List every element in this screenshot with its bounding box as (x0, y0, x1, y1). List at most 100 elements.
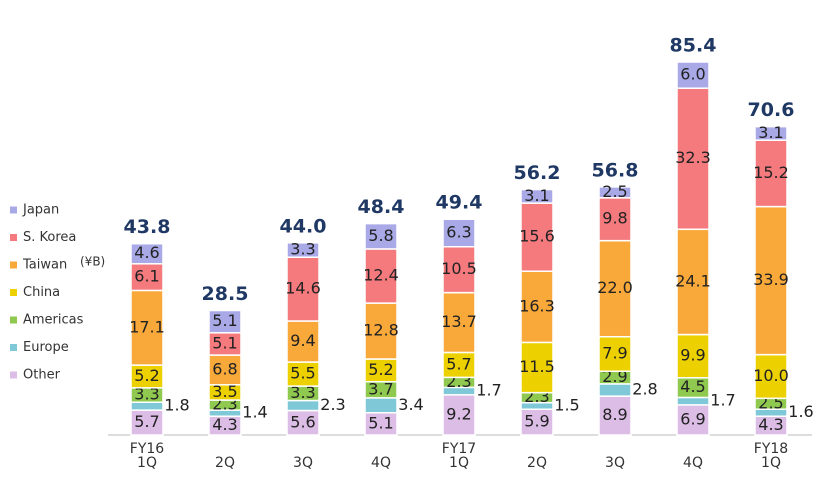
data-label: 13.7 (441, 312, 477, 331)
bar-segment (286, 256, 320, 322)
bar-segment (442, 394, 476, 436)
bar-segment (676, 404, 710, 436)
bar-segment (364, 222, 398, 250)
data-label: 15.2 (753, 163, 789, 182)
bar-segment (598, 395, 632, 436)
data-label: 15.6 (519, 227, 555, 246)
data-label: 5.5 (290, 364, 315, 383)
bar-segment (676, 333, 710, 379)
data-label: 5.2 (134, 366, 159, 385)
data-label: 2.8 (632, 380, 657, 399)
data-label: 5.7 (446, 354, 471, 373)
data-label: 1.4 (242, 403, 267, 422)
data-label: 3.1 (524, 186, 549, 205)
bar-segment (598, 239, 632, 338)
bar-segment (286, 242, 320, 258)
data-label: 4.3 (212, 415, 237, 434)
bar-segment (286, 399, 320, 412)
data-label: 24.1 (675, 271, 711, 290)
bar-segment (598, 197, 632, 242)
data-label: 3.4 (398, 395, 423, 414)
bar-segment (520, 202, 554, 272)
bar-segment (754, 205, 788, 356)
data-label: 14.6 (285, 279, 321, 298)
x-tick-label: FY16 1Q (129, 441, 165, 471)
bar-segment (442, 351, 476, 379)
data-label: 7.9 (602, 343, 627, 362)
data-label: 9.8 (602, 209, 627, 228)
bar-segment (676, 228, 710, 336)
x-tick-label: FY18 1Q (753, 441, 789, 471)
bar-segment (130, 242, 164, 265)
data-label: 5.9 (524, 412, 549, 431)
total-label: 70.6 (748, 99, 795, 121)
data-label: 9.4 (290, 331, 315, 350)
data-label: 4.3 (758, 415, 783, 434)
data-label: 1.6 (788, 402, 813, 421)
bar-segment (286, 320, 320, 363)
data-label: 5.8 (368, 226, 393, 245)
legend-swatch (10, 344, 17, 351)
legend-label: Taiwan (22, 258, 67, 273)
data-label: 4.5 (680, 377, 705, 396)
data-label: 5.1 (212, 311, 237, 330)
data-label: 9.9 (680, 346, 705, 365)
legend-swatch (10, 234, 17, 241)
data-label: 3.5 (212, 382, 237, 401)
total-label: 44.0 (280, 215, 327, 237)
total-label: 56.8 (592, 159, 639, 181)
data-label: 8.9 (602, 405, 627, 424)
data-label: 12.8 (363, 321, 399, 340)
bar-segment (208, 354, 242, 386)
bar-segment (364, 397, 398, 414)
legend-label: S. Korea (23, 230, 76, 245)
data-label: 5.2 (368, 360, 393, 379)
legend-label: Other (23, 368, 61, 383)
total-label: 28.5 (202, 283, 249, 305)
bar-segment (598, 186, 632, 199)
data-label: 5.1 (212, 333, 237, 352)
data-label: 10.0 (753, 366, 789, 385)
legend-label: Japan (22, 203, 59, 218)
data-label: 16.3 (519, 296, 555, 315)
bar-segment (130, 289, 164, 366)
data-label: 3.7 (368, 379, 393, 398)
legend-swatch (10, 206, 17, 214)
bar-segment (130, 409, 164, 436)
data-label: 1.5 (554, 395, 579, 414)
data-label: 6.0 (680, 65, 705, 84)
legend-swatch (10, 316, 17, 324)
legend-swatch (10, 289, 17, 296)
bar-segment (598, 335, 632, 372)
legend-label: China (23, 285, 60, 300)
x-tick-label: FY17 1Q (441, 441, 477, 471)
total-label: 56.2 (514, 162, 561, 184)
legend-label: Europe (23, 340, 69, 355)
total-label: 48.4 (358, 196, 405, 218)
bar-segment (676, 396, 710, 406)
bar-segment (364, 248, 398, 304)
data-label: 3.3 (134, 385, 159, 404)
bar-segment (208, 309, 242, 334)
bar-segment (286, 409, 320, 436)
data-label: 5.6 (290, 412, 315, 431)
data-label: 6.9 (680, 409, 705, 428)
legend-swatch (10, 371, 17, 379)
x-tick-label: 4Q (371, 455, 391, 471)
data-label: 10.5 (441, 259, 477, 278)
data-label: 6.1 (134, 267, 159, 286)
x-tick-label: 4Q (683, 455, 703, 471)
data-label: 9.2 (446, 404, 471, 423)
data-label: 3.3 (290, 383, 315, 402)
total-label: 43.8 (124, 216, 171, 238)
data-label: 32.3 (675, 148, 711, 167)
bar-segment (754, 139, 788, 208)
x-tick-label: 3Q (605, 455, 625, 471)
data-label: 6.8 (212, 359, 237, 378)
data-label: 4.6 (134, 243, 159, 262)
data-label: 1.8 (164, 396, 189, 415)
data-label: 17.1 (129, 317, 165, 336)
data-label: 5.7 (134, 412, 159, 431)
